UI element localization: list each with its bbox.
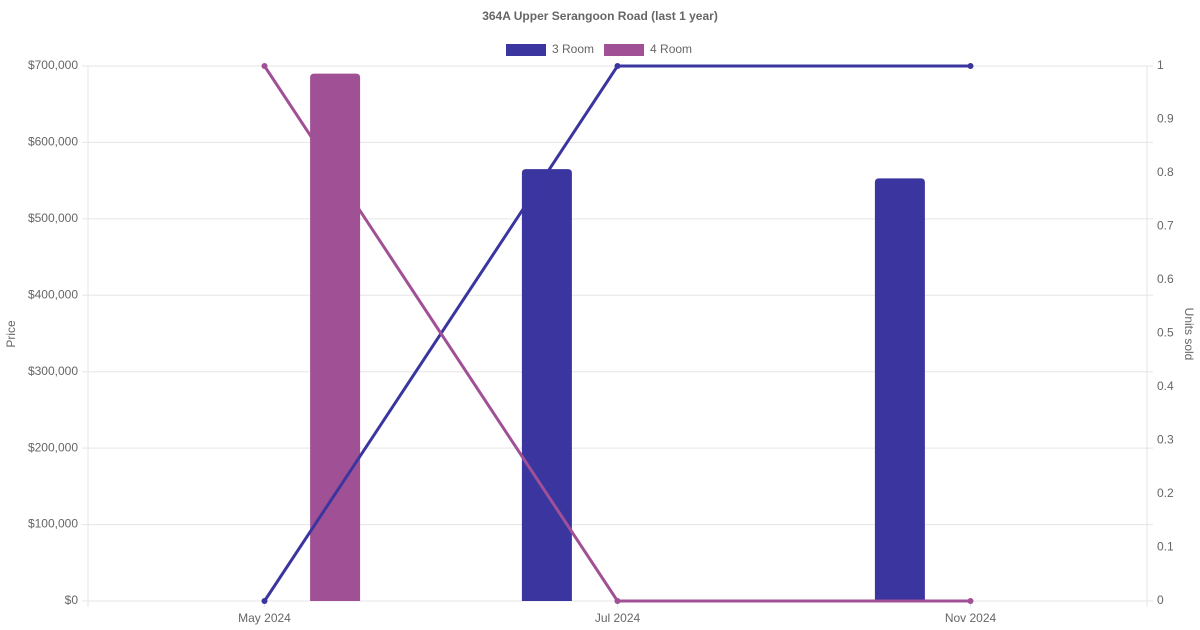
chart-title: 364A Upper Serangoon Road (last 1 year) bbox=[482, 9, 718, 23]
bar bbox=[874, 178, 925, 601]
y-tick-label: $300,000 bbox=[28, 364, 78, 378]
x-tick-label: May 2024 bbox=[238, 611, 291, 625]
y-tick-label: $200,000 bbox=[28, 440, 78, 454]
y2-tick-label: 0 bbox=[1157, 593, 1164, 607]
y-tick-label: $100,000 bbox=[28, 517, 78, 531]
y-tick-label: $700,000 bbox=[28, 58, 78, 72]
point bbox=[967, 598, 974, 604]
y2-tick-label: 0.8 bbox=[1157, 165, 1174, 179]
y2-tick-label: 0.3 bbox=[1157, 433, 1174, 447]
y2-tick-label: 1 bbox=[1157, 58, 1164, 72]
x-tick-label: Jul 2024 bbox=[595, 611, 641, 625]
y2-tick-label: 0.9 bbox=[1157, 112, 1174, 126]
point bbox=[614, 598, 621, 604]
y2-tick-label: 0.4 bbox=[1157, 379, 1174, 393]
y2-axis-title: Units sold bbox=[1182, 308, 1196, 361]
line bbox=[263, 65, 971, 603]
legend-swatch bbox=[604, 44, 645, 56]
y-tick-label: $600,000 bbox=[28, 135, 78, 149]
y-tick-label: $500,000 bbox=[28, 211, 78, 225]
legend-swatch bbox=[506, 44, 546, 56]
point bbox=[261, 598, 268, 604]
y-tick-label: $400,000 bbox=[28, 287, 78, 301]
bar bbox=[310, 73, 361, 601]
y2-tick-label: 0.2 bbox=[1157, 486, 1174, 500]
bar bbox=[521, 169, 572, 601]
point bbox=[967, 63, 974, 69]
point bbox=[614, 63, 621, 69]
line bbox=[263, 64, 971, 602]
y2-tick-label: 0.1 bbox=[1157, 540, 1174, 554]
y2-tick-label: 0.7 bbox=[1157, 219, 1174, 233]
y2-tick-label: 0.5 bbox=[1157, 326, 1174, 340]
y-axis-title: Price bbox=[4, 320, 18, 348]
y2-tick-label: 0.6 bbox=[1157, 272, 1174, 286]
point bbox=[261, 63, 268, 69]
x-tick-label: Nov 2024 bbox=[945, 611, 997, 625]
legend-label: 3 Room bbox=[552, 42, 594, 56]
legend-label: 4 Room bbox=[650, 42, 692, 56]
y-tick-label: $0 bbox=[65, 593, 79, 607]
